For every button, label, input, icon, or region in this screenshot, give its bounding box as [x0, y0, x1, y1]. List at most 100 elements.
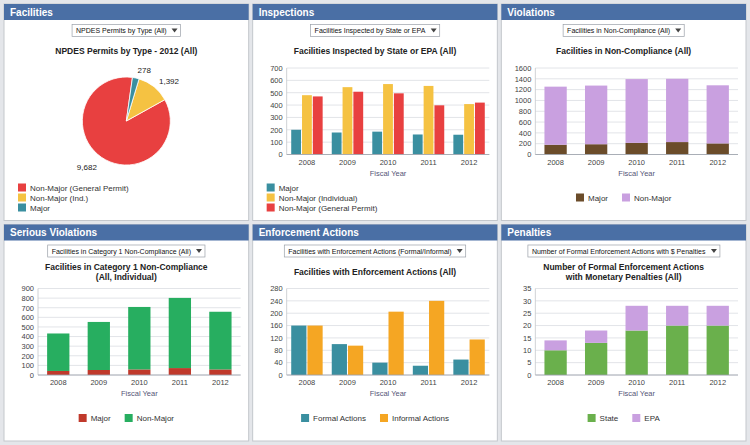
bar [343, 87, 353, 154]
legend-label: State [600, 414, 619, 423]
legend-label: Formal Actions [313, 414, 366, 423]
y-axis-line [535, 68, 536, 155]
legend-label: Non-Major (General Permit) [279, 204, 378, 213]
bar-segment [626, 79, 648, 143]
dropdown: Facilities in Non-Compliance (All) [563, 25, 684, 37]
x-tick-label: 2008 [547, 378, 564, 387]
bar [307, 326, 322, 375]
title-line: with Monetary Penalties (All) [565, 272, 682, 282]
grid-line [535, 300, 738, 301]
y-tick-label: 25 [523, 309, 531, 318]
bar-segment [128, 369, 150, 375]
bar [475, 103, 485, 155]
chart-title: NPDES Permits by Type - 2012 (All) [55, 46, 197, 56]
bar [434, 105, 444, 154]
header-text: Serious Violations [10, 227, 97, 238]
panel-header [501, 4, 746, 20]
panel-background [253, 4, 498, 221]
bar-segment [666, 326, 688, 375]
grid-line [287, 80, 490, 81]
grid-line [535, 288, 738, 289]
legend-swatch [18, 194, 26, 202]
y-tick-label: 600 [21, 313, 34, 322]
y-tick-label: 200 [270, 309, 283, 318]
header-text: Inspections [259, 7, 315, 18]
legend-swatch [588, 414, 596, 422]
header-text: Enforcement Actions [259, 227, 360, 238]
bar-segment [544, 340, 566, 350]
grid-line [38, 288, 241, 289]
y-tick-label: 400 [519, 129, 532, 138]
y-tick-label: 800 [21, 294, 34, 303]
dropdown-text: NPDES Permits by Type (All) [76, 27, 167, 35]
legend: MajorNon-Major (Individual)Non-Major (Ge… [267, 184, 378, 213]
title-line: Facilities Inspected by State or EPA (Al… [294, 46, 457, 56]
x-axis-line [535, 154, 738, 155]
x-axis-label: Fiscal Year [618, 389, 655, 398]
dropdown-arrow [431, 29, 437, 33]
y-tick-label: 40 [274, 358, 282, 367]
bar-segment [666, 306, 688, 326]
x-tick-label: 2010 [131, 378, 148, 387]
legend: MajorNon-Major [79, 414, 175, 423]
data-label: 278 [138, 66, 152, 75]
y-axis-line [535, 289, 536, 376]
x-tick-label: 2010 [380, 378, 397, 387]
bar-segment [707, 143, 729, 154]
bar-segment [626, 143, 648, 155]
y-axis-line [38, 289, 39, 376]
y-tick-label: 30 [523, 297, 531, 306]
title-line: Facilities in Category 1 Non-Compliance [45, 262, 208, 272]
y-axis: 02004006008001000120014001600 [515, 64, 738, 160]
bars [291, 301, 485, 375]
y-tick-label: 700 [270, 64, 283, 73]
bar [291, 130, 301, 155]
panel: PenaltiesNumber of Formal Enforcement Ac… [501, 225, 746, 442]
panel-background [501, 225, 746, 442]
x-tick-label: 2011 [172, 378, 188, 387]
panel-background [4, 4, 249, 221]
dropdown-box [563, 25, 684, 37]
x-axis-label: Fiscal Year [618, 169, 655, 178]
panel: FacilitiesNPDES Permits by Type (All)NPD… [4, 4, 249, 221]
panel-background [253, 225, 498, 442]
panel: Enforcement Actions Facilities with Enfor… [253, 225, 498, 442]
bar [453, 135, 463, 155]
bar-segment [128, 307, 150, 369]
legend-swatch [79, 414, 87, 422]
bar-segment [88, 370, 110, 375]
legend-swatch [267, 194, 275, 202]
y-tick-label: 5 [527, 358, 531, 367]
y-tick-label: 800 [519, 107, 532, 116]
y-tick-label: 1600 [515, 64, 532, 73]
x-tick-label: 2009 [90, 378, 107, 387]
dropdown-arrow [172, 29, 178, 33]
y-tick-label: 0 [527, 371, 531, 380]
x-axis: 20082009201020112012Fiscal Year [287, 375, 490, 398]
header-text: Penalties [507, 227, 551, 238]
chart-title: Facilities in Non-Compliance (All) [556, 46, 691, 56]
legend-swatch [267, 204, 275, 212]
bar [332, 133, 342, 155]
dashboard: FacilitiesNPDES Permits by Type (All)NPD… [0, 0, 750, 445]
y-tick-label: 120 [270, 334, 283, 343]
y-axis-line [286, 289, 287, 376]
bar [464, 104, 474, 154]
x-tick-label: 2010 [628, 378, 645, 387]
x-tick-label: 2009 [588, 158, 605, 167]
legend-label: Major [91, 414, 111, 423]
panel: ViolationsFacilities in Non-Compliance (… [501, 4, 746, 221]
y-axis: 0100200300400500600700 [270, 64, 489, 160]
bar-segment [707, 85, 729, 143]
bar-segment [585, 86, 607, 145]
x-tick-label: 2011 [420, 378, 436, 387]
dropdown-text: Facilities with Enforcement Actions (For… [288, 248, 451, 256]
x-axis-line [38, 375, 241, 376]
y-tick-label: 900 [21, 284, 34, 293]
x-axis: 20082009201020112012Fiscal Year [535, 375, 738, 398]
x-tick-label: 2012 [709, 158, 726, 167]
panel-background [501, 4, 746, 221]
y-tick-label: 1200 [515, 85, 532, 94]
grid-line [535, 154, 738, 155]
x-axis: 20082009201020112012Fiscal Year [287, 155, 490, 178]
